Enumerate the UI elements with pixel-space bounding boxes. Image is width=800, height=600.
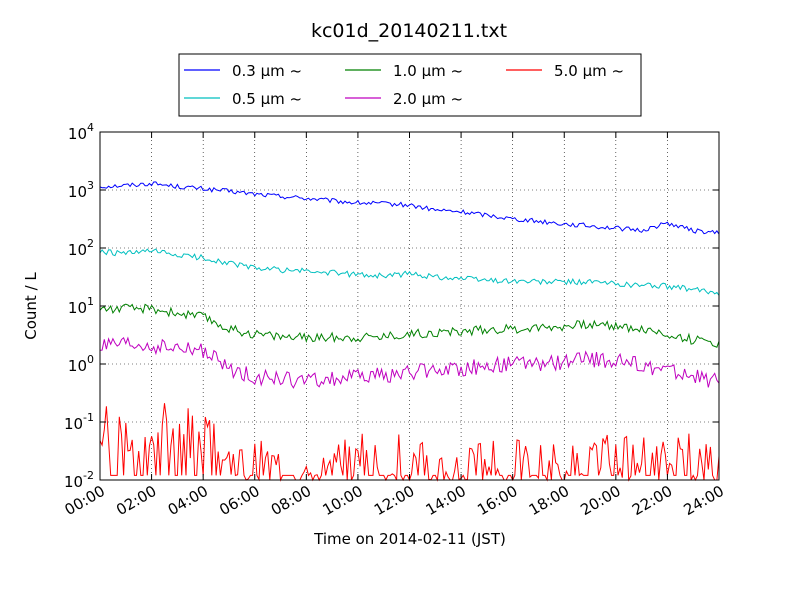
y-tick-label: 10-1 [64,411,94,433]
y-tick-label: 103 [68,179,94,201]
x-tick-label: 20:00 [577,482,623,519]
legend-entries: 0.3 μm ~ 0.5 μm ~ 1.0 μm ~ 2.0 μm ~ 5.0 μm ~ [184,62,624,108]
legend-frame [178,53,642,117]
series-line-4 [99,336,720,389]
x-tick-label: 02:00 [113,482,159,519]
series-line-3 [99,303,720,348]
x-tick-label: 10:00 [319,482,365,519]
x-tick-label: 06:00 [216,482,262,519]
legend-label: 1.0 μm ~ [393,62,463,80]
series-layer [99,181,720,482]
x-tick-label: 24:00 [681,482,727,519]
series-line-2 [99,248,720,296]
legend-label: 2.0 μm ~ [393,90,463,108]
x-axis-label: Time on 2014-02-11 (JST) [313,530,506,548]
y-tick-label: 101 [68,295,94,317]
x-tick-label: 16:00 [474,482,520,519]
x-tick-label: 14:00 [423,482,469,519]
y-tick-label: 10-2 [64,469,94,491]
legend-label: 0.3 μm ~ [232,62,302,80]
x-tick-label: 18:00 [526,482,572,519]
legend-label: 5.0 μm ~ [554,62,624,80]
y-tick-label: 104 [68,121,94,143]
x-tick-label: 08:00 [268,482,314,519]
legend-label: 0.5 μm ~ [232,90,302,108]
y-tick-label: 100 [68,353,94,375]
x-tick-label: 12:00 [371,482,417,519]
x-tick-label: 04:00 [165,482,211,519]
series-line-1 [99,181,720,235]
chart-title: kc01d_20140211.txt [311,20,507,42]
y-tick-label: 102 [68,237,94,259]
y-axis-label: Count / L [22,272,40,340]
x-tick-label: 22:00 [629,482,675,519]
legend: 0.3 μm ~ 0.5 μm ~ 1.0 μm ~ 2.0 μm ~ 5.0 μm ~ [178,53,642,117]
